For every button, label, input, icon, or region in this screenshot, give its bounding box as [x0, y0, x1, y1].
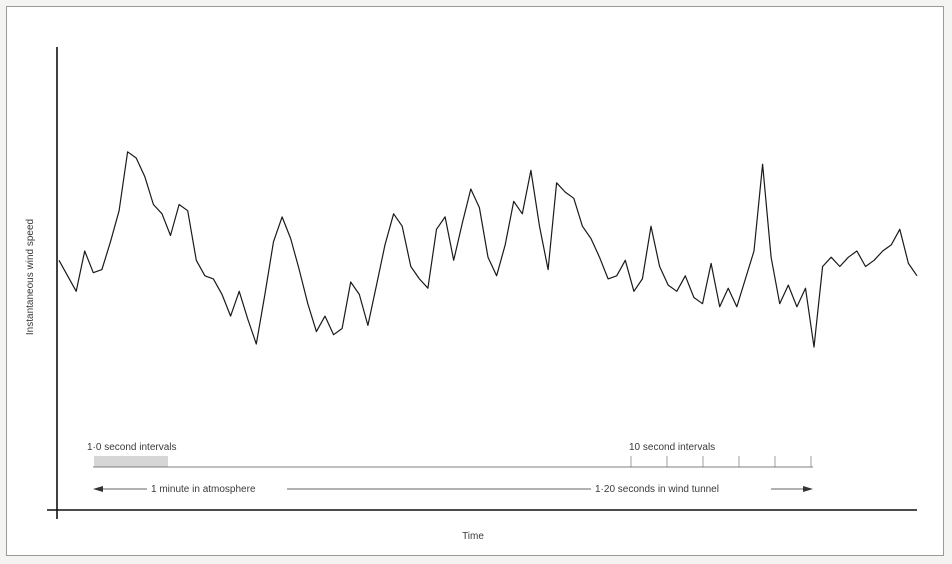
figure-frame: Instantaneous wind speed Time 1·0 second… [6, 6, 944, 556]
wind-speed-chart: Instantaneous wind speed Time 1·0 second… [25, 47, 918, 542]
x-axis-label: Time [462, 531, 484, 542]
right-span-label: 1·20 seconds in wind tunnel [595, 484, 719, 495]
right-scale-label: 10 second intervals [629, 442, 715, 453]
series-line [58, 151, 918, 348]
arrow-left-head [93, 486, 103, 492]
y-axis-label: Instantaneous wind speed [25, 219, 36, 335]
one-second-ticks [94, 456, 168, 467]
ten-second-ticks [630, 456, 812, 467]
left-scale-label: 1·0 second intervals [87, 442, 177, 453]
left-span-label: 1 minute in atmosphere [151, 484, 256, 495]
arrow-right-head [803, 486, 813, 492]
